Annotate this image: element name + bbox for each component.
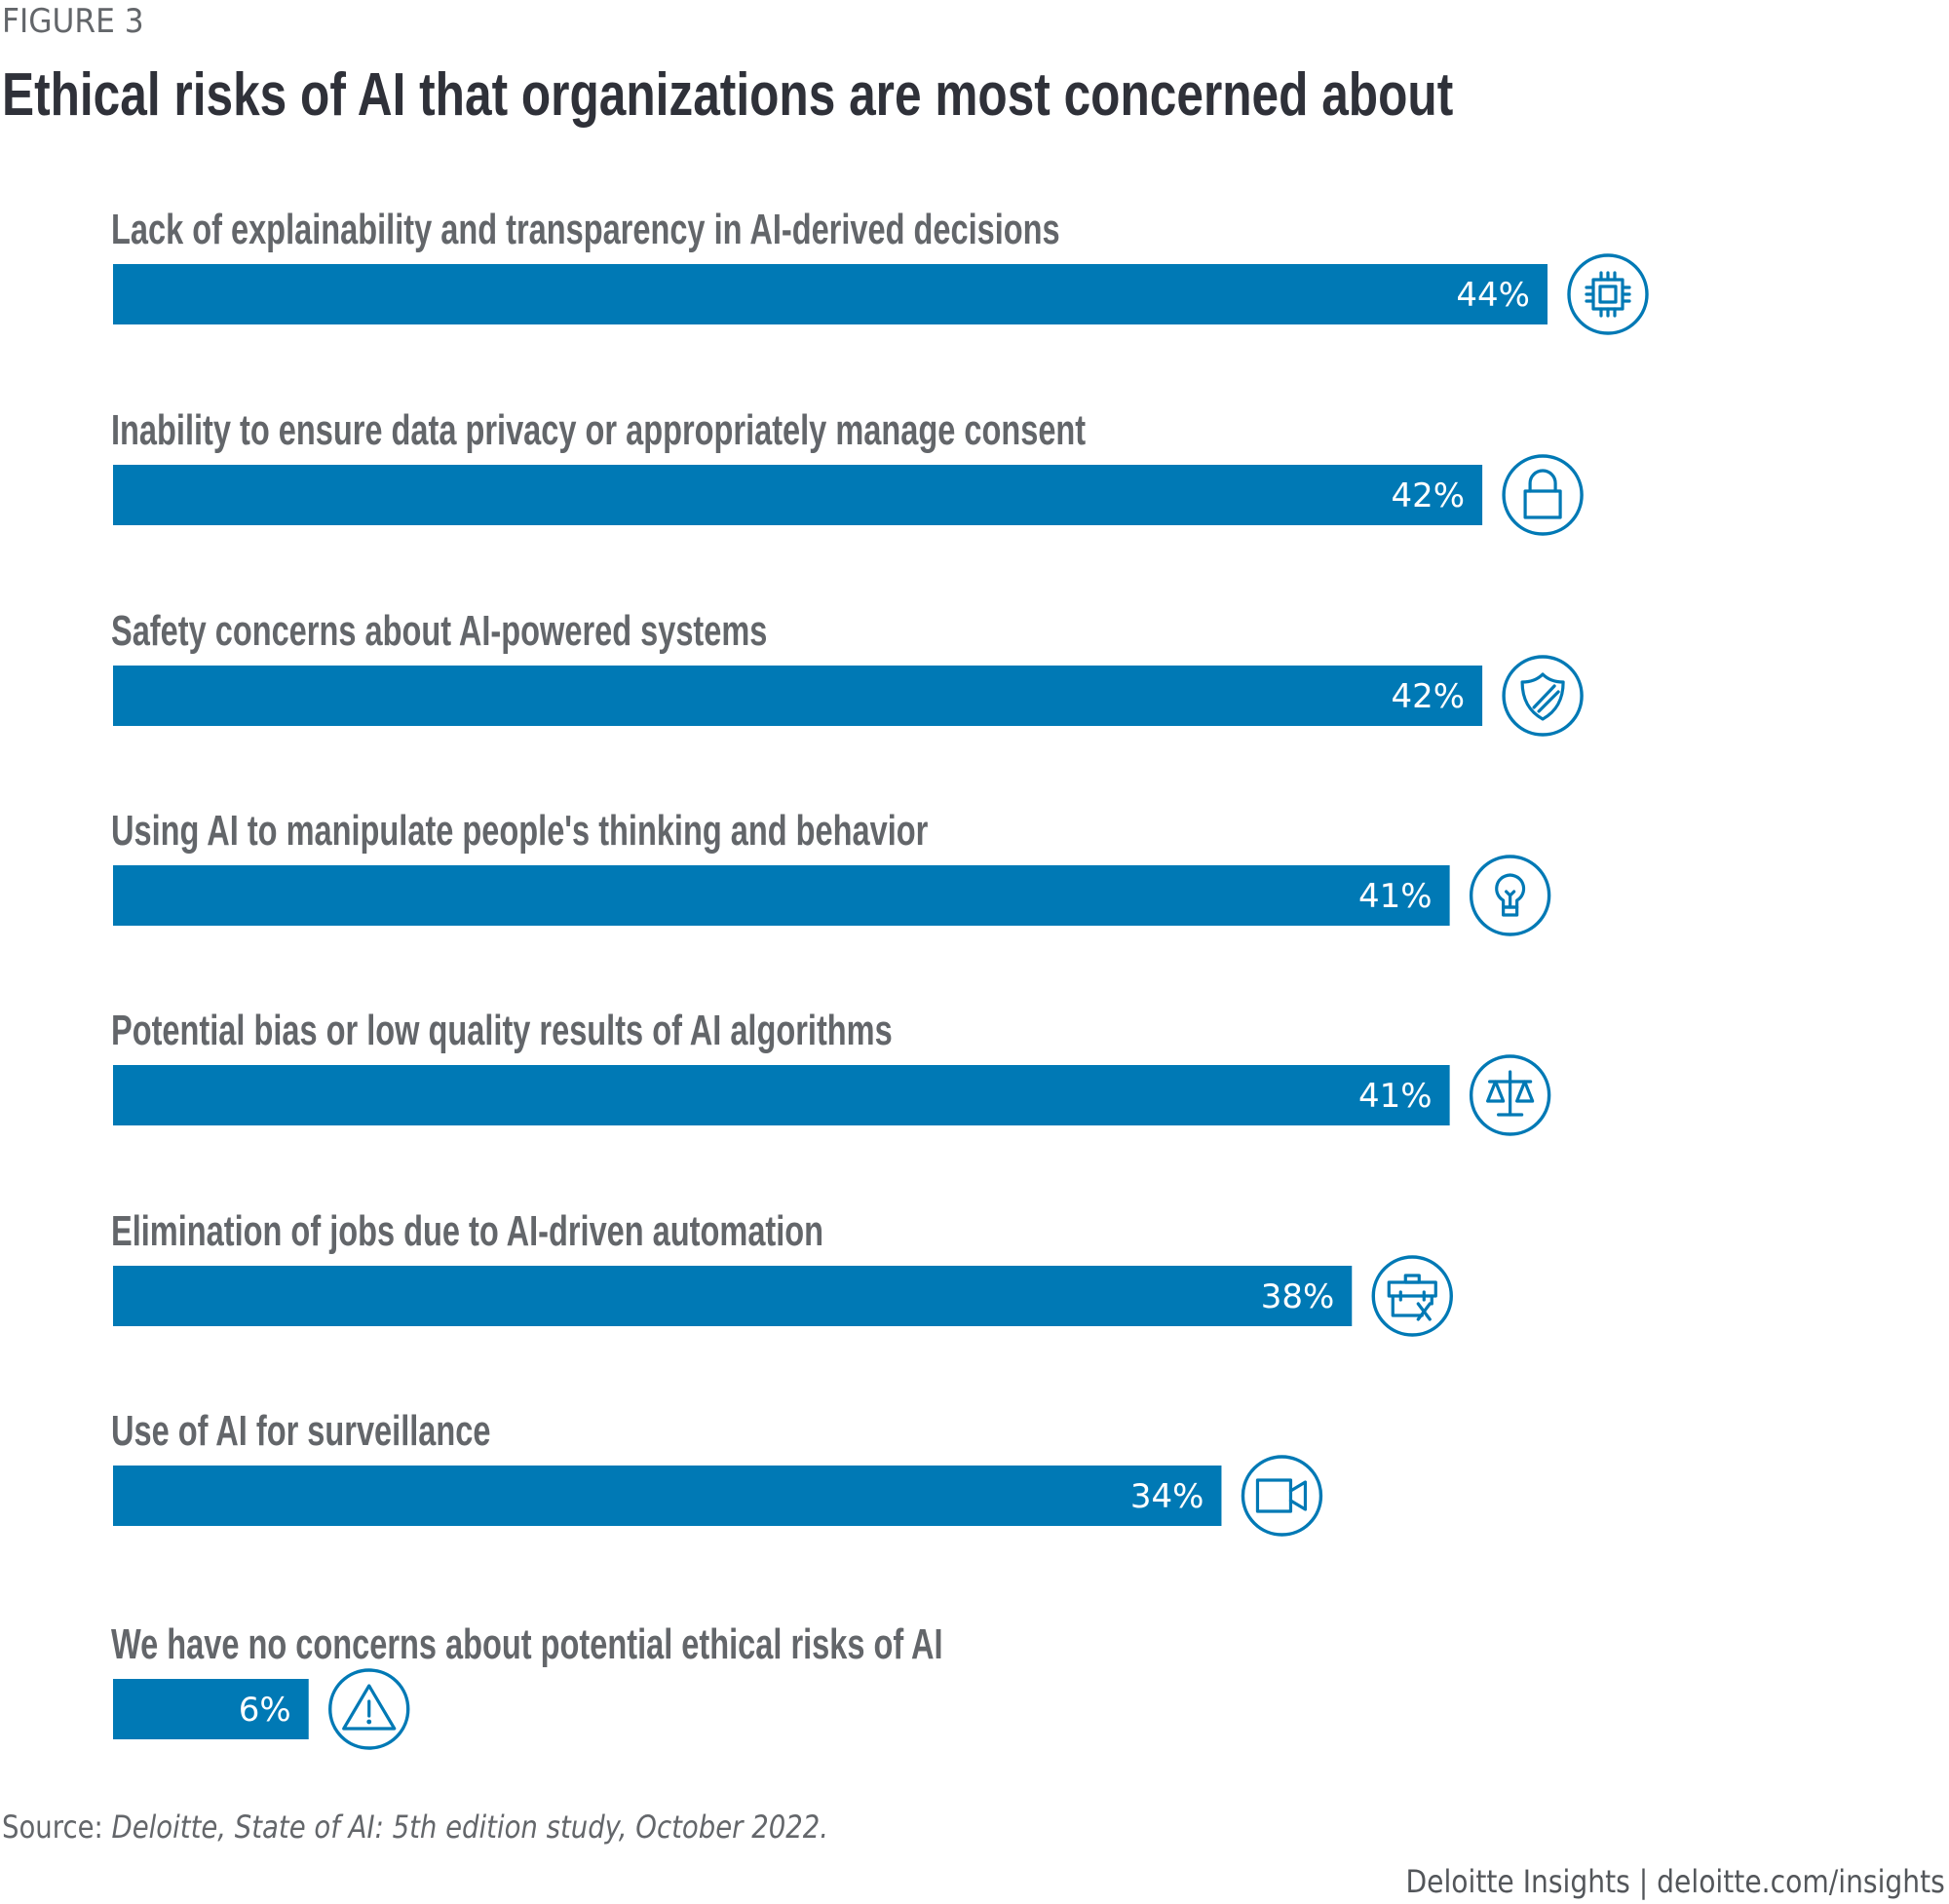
value-label: 44% xyxy=(1456,276,1530,315)
lightbulb-icon xyxy=(1469,855,1551,936)
bar-chart: Lack of explainability and transparency … xyxy=(111,206,1649,1750)
shield-icon xyxy=(1502,655,1584,737)
bar-row: Potential bias or low quality results of… xyxy=(111,1007,1551,1136)
bar xyxy=(113,1065,1450,1125)
footer-credit: Deloitte Insights | deloitte.com/insight… xyxy=(1405,1863,1945,1900)
bar xyxy=(113,1679,309,1739)
icon-circle xyxy=(1502,454,1584,536)
value-label: 42% xyxy=(1392,476,1466,515)
bar-row: We have no concerns about potential ethi… xyxy=(111,1620,943,1750)
microchip-icon xyxy=(1567,253,1649,335)
category-label: Using AI to manipulate people's thinking… xyxy=(111,807,928,855)
category-label: Use of AI for surveillance xyxy=(111,1407,490,1455)
bar-row: Using AI to manipulate people's thinking… xyxy=(111,807,1551,936)
category-label: Potential bias or low quality results of… xyxy=(111,1007,893,1054)
value-label: 42% xyxy=(1392,677,1466,716)
bar-row: Elimination of jobs due to AI-driven aut… xyxy=(111,1207,1453,1337)
bar-row: Lack of explainability and transparency … xyxy=(111,206,1649,335)
category-label: We have no concerns about potential ethi… xyxy=(111,1620,943,1668)
bar xyxy=(113,264,1548,324)
category-label: Elimination of jobs due to AI-driven aut… xyxy=(111,1207,823,1255)
value-label: 6% xyxy=(239,1691,291,1730)
figure-label: FIGURE 3 xyxy=(2,2,144,41)
bar xyxy=(113,1266,1353,1326)
source-text: Deloitte, State of AI: 5th edition study… xyxy=(111,1809,828,1846)
icon-circle xyxy=(1502,655,1584,737)
value-label: 34% xyxy=(1130,1477,1204,1516)
icon-circle xyxy=(1241,1455,1323,1537)
value-label: 38% xyxy=(1261,1277,1335,1316)
bar-row: Safety concerns about AI-powered systems… xyxy=(111,607,1584,737)
briefcase-x-icon xyxy=(1371,1255,1453,1337)
source-prefix: Source: xyxy=(2,1809,112,1846)
value-label: 41% xyxy=(1358,1077,1433,1116)
bar-row: Use of AI for surveillance 34% xyxy=(111,1407,1323,1537)
bar xyxy=(113,865,1450,926)
bar xyxy=(113,666,1483,726)
warning-triangle-icon xyxy=(328,1668,410,1750)
video-camera-icon xyxy=(1241,1455,1323,1537)
category-label: Inability to ensure data privacy or appr… xyxy=(111,406,1086,454)
chart-title: Ethical risks of AI that organizations a… xyxy=(2,61,1454,129)
bar xyxy=(113,1466,1222,1526)
bar xyxy=(113,465,1483,525)
category-label: Lack of explainability and transparency … xyxy=(111,206,1060,253)
value-label: 41% xyxy=(1358,877,1433,916)
bar-row: Inability to ensure data privacy or appr… xyxy=(111,406,1584,536)
icon-circle xyxy=(1567,253,1649,335)
scales-icon xyxy=(1469,1054,1551,1136)
lock-icon xyxy=(1502,454,1584,536)
category-label: Safety concerns about AI-powered systems xyxy=(111,607,767,655)
source-note: Source: Deloitte, State of AI: 5th editi… xyxy=(2,1809,828,1846)
